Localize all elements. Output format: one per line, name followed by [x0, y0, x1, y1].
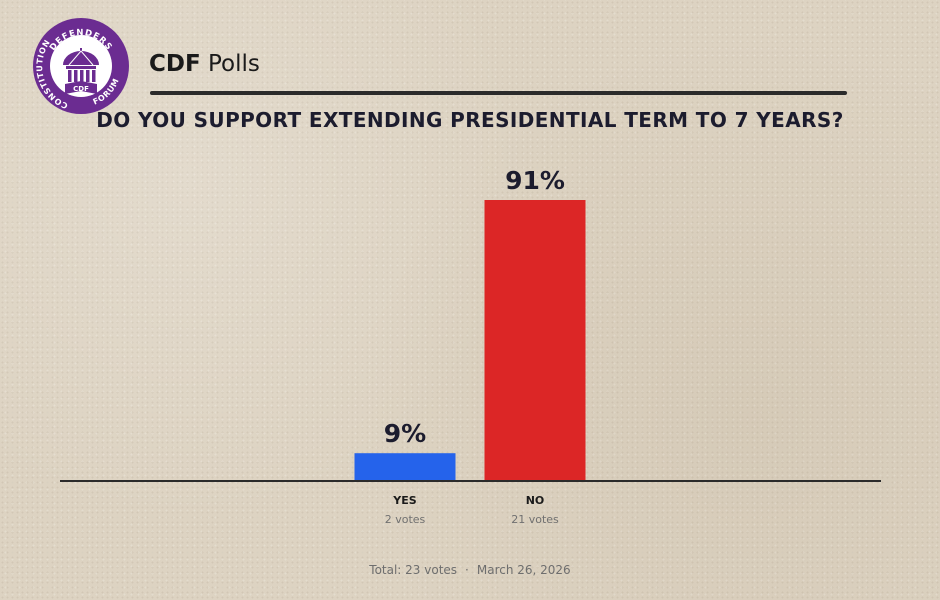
brand-rest: Polls [200, 51, 260, 77]
votes-label-no: 21 votes [511, 513, 559, 526]
logo-monogram: CDF [73, 85, 89, 93]
poll-date: March 26, 2026 [476, 563, 571, 577]
logo-graphic: DEFENDERS CONSTITUTION FORUM CDF [33, 18, 129, 114]
book-icon: CDF [65, 81, 97, 94]
value-label-yes: 9% [384, 419, 426, 448]
cdf-logo: DEFENDERS CONSTITUTION FORUM CDF [32, 17, 130, 115]
category-label-yes: YES [392, 494, 416, 507]
footer-separator: · [465, 563, 469, 577]
bar-yes [354, 453, 456, 481]
brand-bold: CDF [149, 51, 201, 77]
category-label-no: NO [526, 494, 545, 507]
poll-footer: Total: 23 votes · March 26, 2026 [0, 563, 940, 577]
brand-title: CDF Polls [149, 51, 260, 81]
bar-no [484, 200, 586, 481]
umbrella-icon [63, 48, 99, 66]
value-label-no: 91% [505, 166, 565, 195]
total-votes: Total: 23 votes [369, 563, 458, 577]
votes-label-yes: 2 votes [385, 513, 426, 526]
poll-question: DO YOU SUPPORT EXTENDING PRESIDENTIAL TE… [96, 108, 844, 132]
header-divider [150, 91, 847, 95]
pillars-icon [66, 66, 96, 82]
